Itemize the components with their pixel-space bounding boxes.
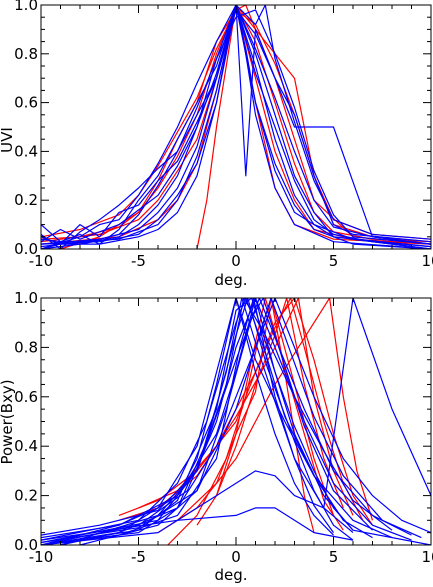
series-line-blue-11 [60, 298, 354, 545]
series-group [41, 5, 431, 249]
series-line-blue-12 [41, 298, 393, 539]
uvi-chart: -10 -5 0 5 10 0.0 0.2 0.4 0.6 0.8 1.0 deg. UVI [0, 0, 433, 289]
series-line-blue-19 [41, 298, 354, 545]
x-tick-label: 0 [231, 252, 241, 270]
series-line-red-7 [167, 298, 335, 545]
series-line-blue-15 [41, 5, 431, 245]
series-line-blue-21 [79, 298, 373, 545]
y-tick-label: 0.2 [14, 487, 38, 505]
series-line-blue-8 [41, 5, 431, 249]
y-tick-label: 0.4 [14, 437, 38, 455]
series-group [41, 298, 431, 545]
x-tick-label: 5 [329, 252, 339, 270]
series-line-blue-11 [41, 5, 431, 249]
y-tick-label: 1.0 [14, 289, 38, 307]
x-tick-label: -5 [131, 252, 146, 270]
series-line-blue-23 [41, 298, 334, 545]
series-line-red-4 [41, 9, 431, 240]
x-tick-label: -10 [29, 548, 54, 566]
y-tick-label: 0.6 [14, 388, 38, 406]
series-line-blue-10 [41, 298, 412, 545]
series-line-blue-20 [41, 298, 393, 536]
series-line-blue-13 [41, 5, 431, 248]
y-tick-label: 0.0 [14, 536, 38, 554]
series-line-blue-14 [41, 9, 431, 249]
x-tick-label: 0 [231, 548, 241, 566]
series-line-blue-16 [41, 507, 354, 541]
y-tick-label: 0.8 [14, 338, 38, 356]
x-axis-label: deg. [214, 271, 247, 289]
x-tick-label: 10 [421, 548, 433, 566]
y-tick-label: 0.0 [14, 240, 38, 258]
y-axis-label: UVI [0, 127, 16, 153]
series-line-blue-17 [60, 298, 431, 545]
x-tick-label: 10 [421, 252, 433, 270]
series-line-blue-6 [41, 5, 431, 248]
y-tick-label: 0.2 [14, 191, 38, 209]
x-tick-label: -10 [29, 252, 54, 270]
series-line-red-0 [41, 5, 431, 243]
series-line-blue-18 [41, 298, 431, 545]
series-line-blue-7 [41, 5, 431, 249]
x-axis-label: deg. [214, 566, 247, 584]
y-tick-label: 1.0 [14, 0, 38, 14]
y-tick-label: 0.8 [14, 45, 38, 63]
series-line-red-0 [118, 298, 364, 521]
x-tick-label: -5 [131, 548, 146, 566]
y-axis-label: Power(Bxy) [0, 379, 16, 464]
series-line-blue-22 [41, 298, 422, 544]
y-tick-label: 0.6 [14, 94, 38, 112]
power-chart: -10 -5 0 5 10 0.0 0.2 0.4 0.6 0.8 1.0 deg. Power(Bxy… [0, 289, 433, 584]
series-line-blue-16 [41, 5, 431, 249]
series-line-red-3 [41, 5, 431, 245]
series-line-blue-15 [41, 298, 354, 545]
series-line-red-1 [41, 5, 431, 243]
series-line-blue-9 [41, 5, 431, 249]
plot-frame [40, 4, 432, 250]
series-line-blue-10 [41, 9, 431, 249]
series-line-blue-12 [41, 5, 431, 245]
x-tick-label: 5 [329, 548, 339, 566]
y-tick-label: 0.4 [14, 142, 38, 160]
